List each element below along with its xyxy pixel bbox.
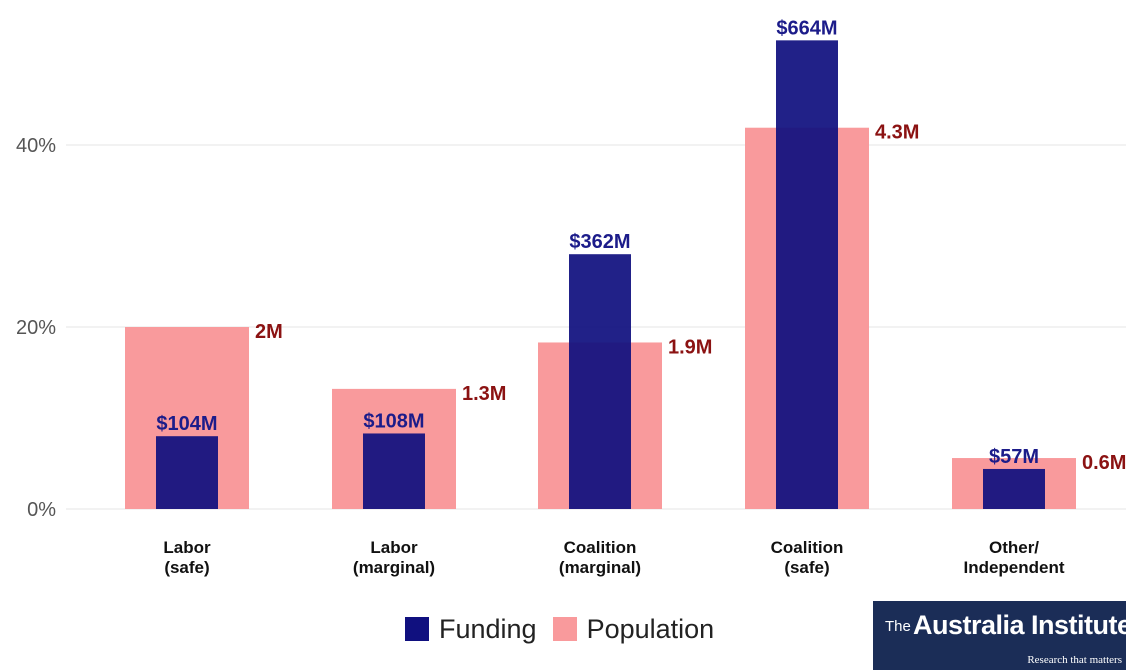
category-label: Coalition (564, 538, 637, 557)
funding-label: $57M (989, 446, 1039, 468)
data-labels: $104M 2M $108M 1.3M $362M 1.9M $664M 4.3M $57M 0.… (156, 17, 1126, 474)
legend-swatch-funding (405, 617, 429, 641)
legend-swatch-population (552, 617, 577, 641)
funding-label: $362M (569, 231, 630, 253)
category-label: Other/ (989, 538, 1039, 557)
category-label: (marginal) (559, 558, 641, 577)
population-label: 0.6M (1082, 452, 1126, 474)
population-label: 2M (255, 321, 283, 343)
funding-bar (569, 254, 631, 509)
category-labels: Labor(safe)Labor(marginal)Coalition(marg… (163, 538, 1064, 577)
legend-label-population: Population (586, 613, 715, 644)
bars (125, 40, 1076, 510)
population-label: 1.9M (668, 336, 712, 358)
legend-label-funding: Funding (439, 613, 537, 644)
category-label: (safe) (784, 558, 829, 577)
logo-name: Australia Institute (913, 610, 1126, 640)
category-label: (marginal) (353, 558, 435, 577)
y-tick-label: 40% (16, 135, 56, 157)
population-label: 1.3M (462, 383, 506, 405)
legend-item-population: Population (552, 613, 715, 645)
funding-bar (776, 40, 838, 509)
y-axis-ticks: 0% 20% 40% (16, 135, 56, 521)
y-tick-label: 0% (27, 499, 56, 521)
funding-bar (363, 433, 425, 509)
population-label: 4.3M (875, 122, 919, 144)
legend-item-funding: Funding (405, 614, 537, 645)
australia-institute-logo: The Australia Institute Research that ma… (873, 601, 1126, 670)
category-label: (safe) (164, 558, 209, 577)
funding-bar (983, 468, 1045, 509)
logo-prefix: The (885, 618, 911, 635)
category-label: Labor (163, 538, 211, 557)
funding-bar (156, 436, 218, 509)
legend: Funding Population (405, 612, 730, 646)
funding-label: $104M (156, 413, 217, 435)
category-label: Labor (370, 538, 418, 557)
chart: 0% 20% 40% $104M 2M $108M 1.3M $362M 1.9M $664M 4… (16, 17, 1126, 577)
funding-label: $664M (776, 17, 837, 39)
funding-label: $108M (363, 410, 424, 432)
y-tick-label: 20% (16, 317, 56, 339)
logo-tagline: Research that matters (1027, 654, 1122, 666)
category-label: Coalition (771, 538, 844, 557)
category-label: Independent (963, 558, 1064, 577)
